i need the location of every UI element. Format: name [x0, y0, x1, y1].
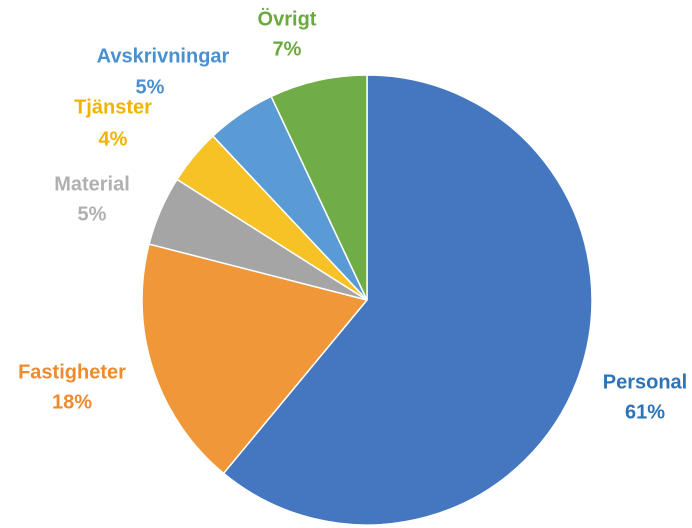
slice-label: Tjänster: [74, 96, 152, 118]
slice-value-label: 7%: [273, 38, 302, 60]
slice-label: Fastigheter: [18, 361, 126, 383]
slice-label: Avskrivningar: [97, 45, 230, 67]
slice-label: Personal: [603, 371, 687, 393]
pie-slice: [270, 74, 368, 301]
slice-value-label: 5%: [136, 76, 165, 98]
pie-slice: [141, 243, 369, 475]
slice-label: Material: [54, 173, 130, 195]
slice-value-label: 5%: [78, 203, 107, 225]
slice-value-label: 61%: [625, 401, 665, 423]
slice-label: Övrigt: [258, 7, 317, 30]
slice-value-label: 18%: [52, 391, 92, 413]
slice-value-label: 4%: [99, 128, 128, 150]
pie-slice: [222, 74, 593, 526]
